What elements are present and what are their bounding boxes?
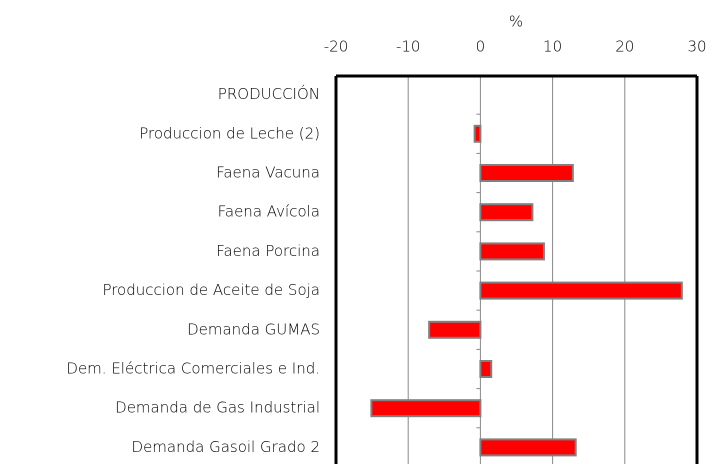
y-tick-label: Demanda Gasoil Grado 2 — [132, 438, 320, 456]
bar — [473, 124, 482, 143]
x-tick-label: -10 — [396, 38, 421, 56]
bar — [428, 320, 482, 339]
x-tick-label: 30 — [687, 38, 706, 56]
bar — [479, 242, 545, 261]
bar — [479, 438, 577, 457]
bar — [479, 281, 683, 300]
bar — [479, 164, 574, 182]
x-tick-label: 0 — [476, 38, 486, 56]
x-tick-label: -20 — [324, 38, 349, 56]
axis-label: % — [509, 13, 523, 31]
x-tick-label: 20 — [615, 38, 634, 56]
bar — [370, 399, 482, 418]
bar — [479, 360, 493, 378]
bar — [479, 203, 534, 222]
y-tick-label: Faena Avícola — [218, 203, 320, 221]
y-tick-label: Demanda GUMAS — [187, 320, 320, 338]
y-tick-label: Produccion de Leche (2) — [139, 124, 320, 142]
y-tick-label: Faena Porcina — [216, 242, 320, 260]
y-tick-label: Faena Vacuna — [216, 164, 320, 182]
x-tick-label: 10 — [543, 38, 562, 56]
y-tick-label: Dem. Eléctrica Comerciales e Ind. — [66, 360, 320, 378]
y-tick-label: PRODUCCIÓN — [218, 84, 320, 103]
y-tick-label: Produccion de Aceite de Soja — [102, 281, 320, 299]
y-tick-label: Demanda de Gas Industrial — [115, 399, 320, 417]
